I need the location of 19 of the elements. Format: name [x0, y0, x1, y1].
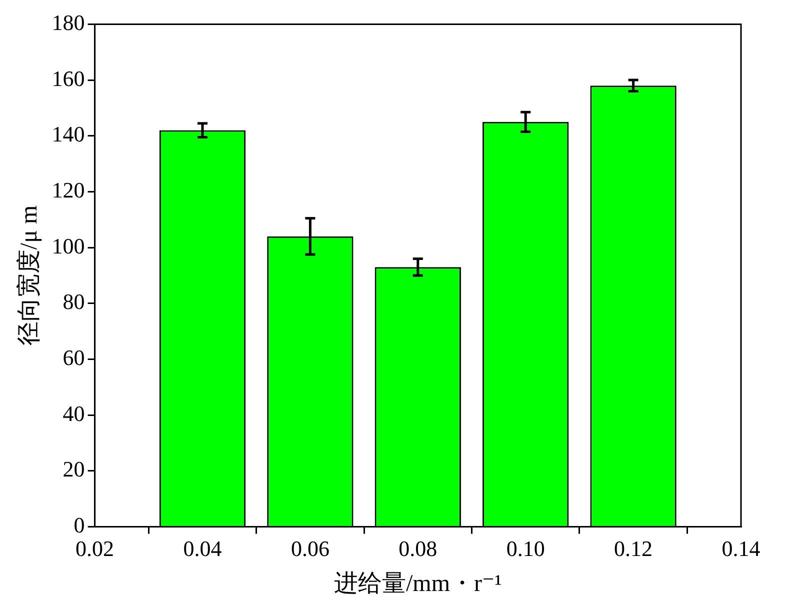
x-tick-label: 0.02: [76, 536, 114, 561]
y-tick-label: 100: [52, 233, 85, 258]
x-tick-label: 0.14: [722, 536, 760, 561]
x-tick-label: 0.04: [183, 536, 222, 561]
x-axis-title: 进给量/mm・r⁻¹: [334, 570, 502, 597]
x-tick-label: 0.06: [290, 536, 330, 561]
x-tick-label: 0.10: [506, 536, 545, 561]
y-tick-label: 20: [62, 456, 85, 482]
y-tick-label: 0: [74, 512, 85, 538]
x-tick-label: 0.08: [398, 536, 438, 561]
y-tick-label: 60: [62, 345, 85, 370]
y-axis-title: 径向宽度/μ m: [16, 205, 43, 346]
y-tick-label: 80: [62, 289, 85, 314]
x-tick-label: 0.12: [614, 536, 653, 561]
y-tick-label: 180: [52, 10, 85, 35]
y-tick-label: 140: [52, 122, 85, 147]
y-tick-label: 160: [52, 66, 85, 91]
y-tick-label: 40: [62, 400, 85, 426]
y-tick-label: 120: [52, 178, 85, 203]
